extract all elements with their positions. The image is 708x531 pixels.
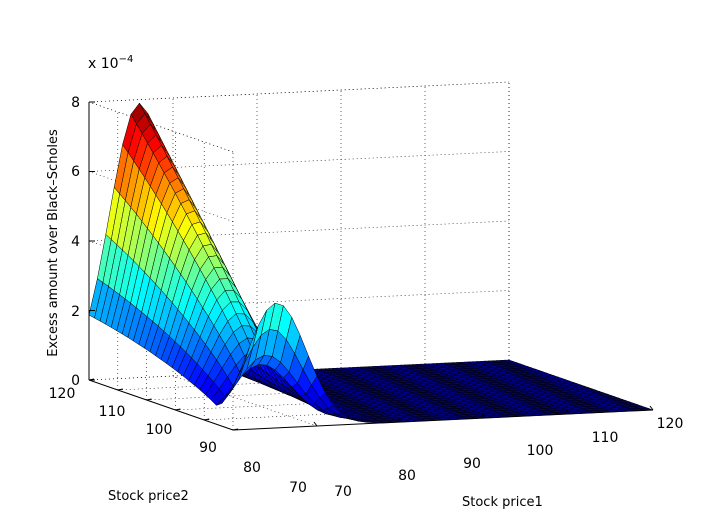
surface-mesh — [88, 102, 654, 423]
z-tick-label: 4 — [71, 234, 80, 250]
x-tick — [397, 417, 402, 423]
z-tick-label: 8 — [71, 95, 80, 111]
z-tick-label: 0 — [71, 373, 80, 389]
x-tick-label: 110 — [592, 430, 619, 446]
grid-line — [88, 81, 510, 103]
x-tick-label: 100 — [527, 443, 554, 459]
x-tick — [481, 413, 486, 419]
y-axis-label: Stock price2 — [108, 489, 189, 504]
y-tick — [88, 378, 95, 381]
y-tick — [146, 398, 152, 401]
y-tick-label: 100 — [146, 422, 173, 438]
y-tick-label: 110 — [99, 404, 126, 420]
x-tick-label: 120 — [657, 416, 684, 432]
x-tick-label: 90 — [463, 456, 481, 472]
z-tick-label: 6 — [71, 164, 80, 180]
y-tick — [117, 388, 123, 391]
y-tick — [204, 418, 210, 421]
exponent-label: x 10−4 — [88, 54, 133, 72]
x-tick — [649, 405, 654, 411]
x-tick-label: 80 — [398, 468, 416, 484]
z-tick-labels: 0 2 4 6 8 — [71, 95, 80, 389]
box-edge — [88, 101, 234, 153]
y-tick-label: 70 — [289, 480, 307, 496]
y-axis-line — [88, 379, 234, 431]
y-tick-label: 120 — [49, 386, 76, 402]
y-tick-labels: 70 80 90 100 110 120 — [49, 386, 307, 496]
x-axis-label: Stock price1 — [462, 495, 543, 510]
x-tick — [313, 421, 318, 427]
y-tick-label: 90 — [199, 440, 217, 456]
x-tick-label: 70 — [334, 484, 352, 500]
x-tick — [565, 409, 570, 415]
grid-line — [172, 375, 318, 427]
z-tick-label: 2 — [71, 304, 80, 320]
axes-lines — [88, 101, 654, 431]
x-tick-labels: 70 80 90 100 110 120 — [334, 416, 683, 500]
x-axis-line — [232, 409, 654, 431]
y-tick-label: 80 — [243, 460, 261, 476]
y-tick — [175, 408, 181, 411]
z-axis-label: Excess amount over Black–Scholes — [46, 129, 61, 357]
box-edge — [88, 81, 510, 103]
